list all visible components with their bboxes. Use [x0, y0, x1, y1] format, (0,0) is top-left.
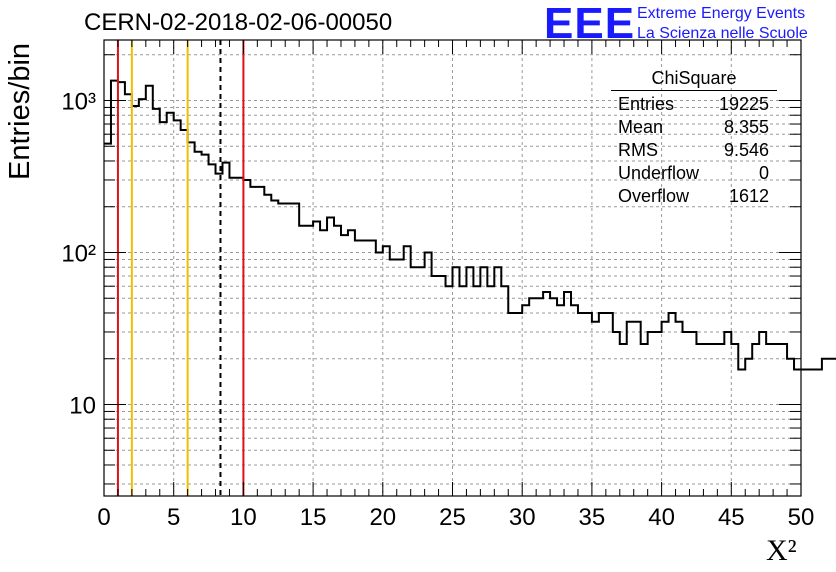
x-tick-label: 30 — [509, 504, 536, 531]
x-axis-label: X² — [766, 534, 797, 567]
x-tick-label: 35 — [579, 504, 606, 531]
y-tick-label: 10³ — [61, 88, 96, 115]
eee-subtitle-line2: La Scienza nelle Scuole — [637, 25, 808, 42]
x-tick-label: 10 — [230, 504, 257, 531]
stats-value: 8.355 — [723, 117, 769, 137]
stats-label: Mean — [618, 117, 664, 137]
histogram-line — [104, 79, 836, 371]
x-tick-label: 45 — [718, 504, 745, 531]
eee-subtitle-line1: Extreme Energy Events — [637, 5, 806, 22]
y-tick-label: 10² — [61, 240, 96, 267]
x-tick-label: 0 — [97, 504, 110, 531]
stats-row: Mean 8.355 — [611, 116, 777, 139]
stats-value: 19225 — [718, 94, 769, 114]
stats-label: Underflow — [618, 163, 700, 183]
stats-label: Entries — [618, 94, 675, 114]
stats-row: Overflow 1612 — [611, 185, 777, 208]
stats-label: RMS — [618, 140, 658, 160]
stats-row: Underflow 0 — [611, 162, 777, 185]
x-tick-label: 20 — [369, 504, 396, 531]
stats-box: ChiSquare Entries 19225 Mean 8.355 RMS 9… — [611, 66, 777, 208]
stats-title: ChiSquare — [611, 66, 777, 91]
stats-value: 1612 — [728, 186, 769, 206]
run-title: CERN-02-2018-02-06-00050 — [84, 9, 393, 36]
stats-row: Entries 19225 — [611, 93, 777, 116]
x-tick-label: 25 — [439, 504, 466, 531]
x-tick-label: 50 — [788, 504, 815, 531]
stats-label: Overflow — [618, 186, 690, 206]
x-tick-label: 40 — [648, 504, 675, 531]
y-tick-label: 10 — [69, 392, 96, 419]
stats-value: 0 — [758, 163, 769, 183]
x-tick-label: 5 — [167, 504, 180, 531]
x-tick-label: 15 — [300, 504, 327, 531]
y-axis-label: Entries/bin — [4, 42, 36, 180]
stats-row: RMS 9.546 — [611, 139, 777, 162]
eee-logo: EEE — [544, 0, 636, 48]
stats-value: 9.546 — [723, 140, 769, 160]
